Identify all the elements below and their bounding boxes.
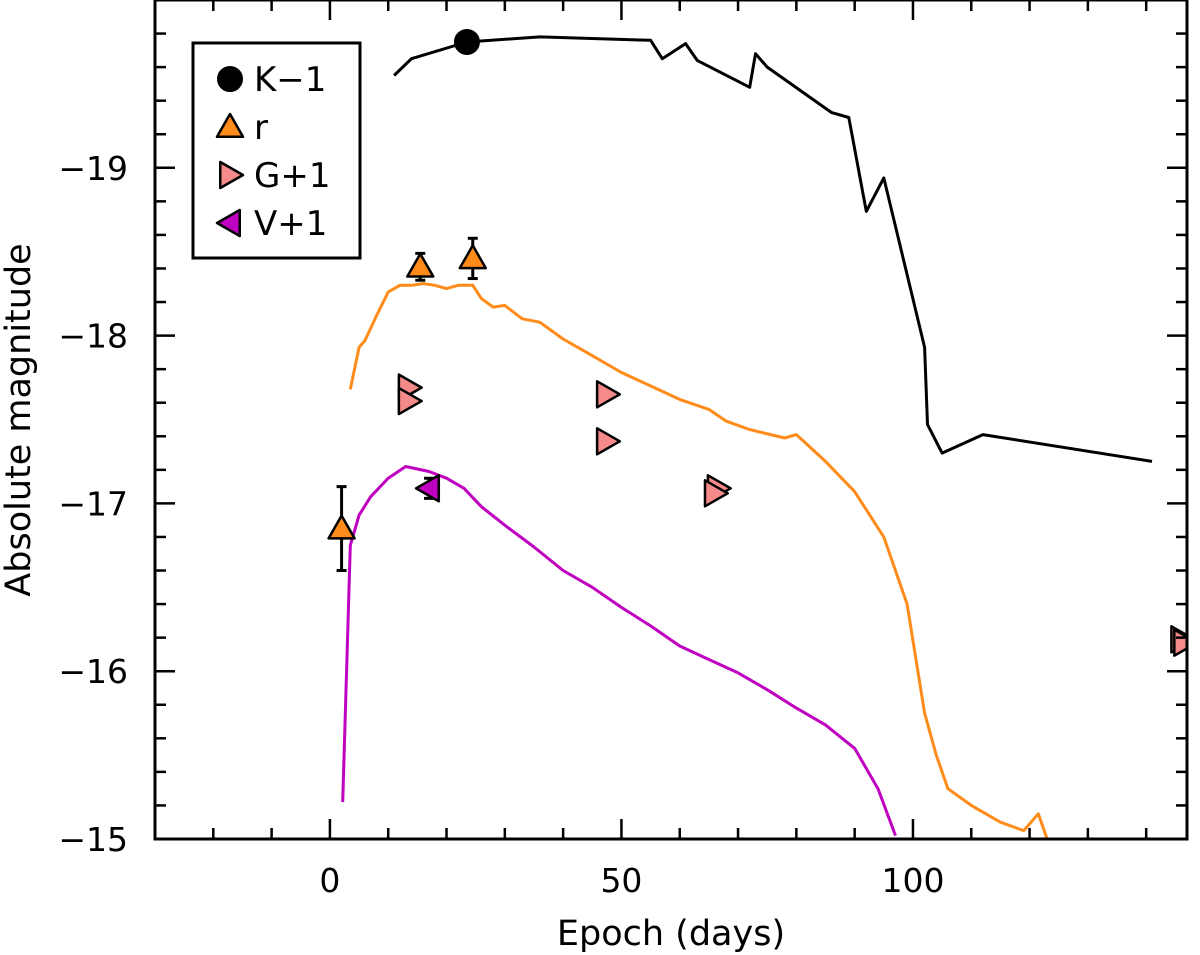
plot-frame bbox=[153, 0, 1189, 841]
y-tick-label: −15 bbox=[58, 820, 128, 859]
data-point-r bbox=[327, 514, 356, 540]
y-tick-label: −18 bbox=[58, 317, 128, 356]
legend: K−1 r G+1 V+1 bbox=[191, 41, 362, 260]
y-axis-title: Absolute magnitude bbox=[0, 243, 39, 596]
legend-marker-kminus1 bbox=[217, 66, 243, 92]
data-point-gplus1 bbox=[595, 427, 622, 456]
data-point-r bbox=[458, 244, 488, 270]
legend-label-kminus1: K−1 bbox=[254, 60, 326, 100]
x-tick-label: 100 bbox=[881, 861, 944, 900]
x-tick-label: 50 bbox=[600, 861, 642, 900]
legend-label-gplus1: G+1 bbox=[254, 156, 330, 196]
template-line-r bbox=[348, 282, 1049, 839]
data-point-vplus1 bbox=[414, 474, 441, 503]
legend-marker-r bbox=[215, 112, 245, 138]
x-axis-title: Epoch (days) bbox=[557, 914, 785, 954]
template-line-kminus1 bbox=[393, 35, 1153, 463]
data-point-gplus1 bbox=[397, 386, 423, 416]
x-tick-labels: 0 50 100 bbox=[319, 861, 944, 900]
template-lines bbox=[341, 35, 1153, 839]
data-point-kminus1 bbox=[453, 28, 480, 55]
legend-label-r: r bbox=[254, 108, 268, 148]
y-tick-label: −19 bbox=[58, 149, 128, 188]
template-line-vplus1 bbox=[341, 465, 897, 837]
legend-marker-vplus1 bbox=[215, 208, 241, 238]
data-point-gplus1 bbox=[703, 479, 729, 508]
legend-label-vplus1: V+1 bbox=[254, 204, 327, 244]
x-tick-label: 0 bbox=[319, 861, 340, 900]
legend-marker-gplus1 bbox=[219, 160, 245, 190]
data-point-r bbox=[406, 252, 435, 278]
y-tick-label: −16 bbox=[58, 652, 128, 691]
data-point-gplus1 bbox=[595, 380, 622, 409]
y-tick-label: −17 bbox=[58, 484, 128, 523]
data-markers bbox=[327, 28, 1187, 657]
axis-ticks bbox=[155, 0, 1187, 839]
y-tick-labels: −19 −18 −17 −16 −15 bbox=[58, 149, 128, 859]
